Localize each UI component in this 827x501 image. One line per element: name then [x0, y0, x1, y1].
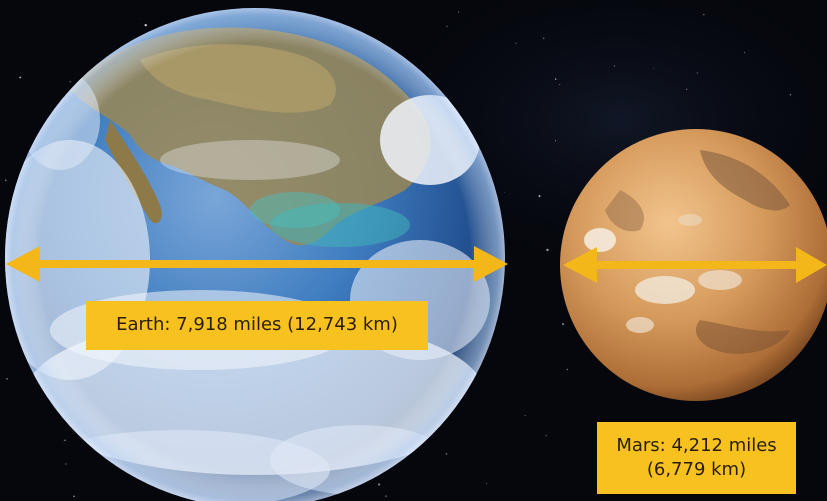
star: [73, 495, 75, 498]
star: [545, 435, 547, 437]
mars-diameter-label: Mars: 4,212 miles (6,779 km): [597, 422, 796, 494]
star: [378, 483, 381, 486]
star: [703, 13, 705, 16]
star: [19, 76, 22, 79]
star: [743, 51, 746, 54]
star: [458, 11, 460, 13]
star: [685, 88, 688, 91]
star: [524, 414, 526, 417]
mars-diameter-miles: Mars: 4,212 miles: [616, 435, 777, 456]
earth-diameter-arrow: [6, 246, 508, 282]
star: [445, 453, 448, 455]
star: [64, 439, 66, 442]
mars-diameter-km: (6,779 km): [646, 459, 747, 480]
star-field: [4, 11, 792, 498]
star: [4, 179, 7, 182]
mars-diameter-arrow: [563, 247, 827, 283]
star: [696, 72, 699, 74]
star: [446, 25, 448, 28]
earth-diameter-label: Earth: 7,918 miles (12,743 km): [86, 301, 428, 350]
star: [63, 441, 65, 442]
star: [561, 322, 565, 326]
star: [65, 463, 67, 465]
star: [6, 378, 8, 380]
star: [385, 495, 387, 498]
star: [504, 192, 505, 193]
star: [139, 18, 140, 20]
star: [546, 248, 549, 252]
star: [485, 482, 488, 484]
star: [555, 140, 557, 142]
star: [538, 195, 541, 198]
star: [554, 78, 557, 80]
star: [653, 68, 655, 69]
star: [542, 37, 545, 40]
star: [144, 23, 147, 27]
star: [566, 368, 568, 370]
star: [515, 42, 517, 44]
star: [69, 80, 72, 83]
star: [613, 65, 616, 67]
star: [789, 94, 792, 96]
star: [559, 84, 561, 85]
